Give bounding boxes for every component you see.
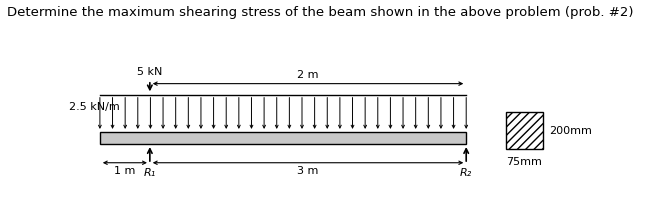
Bar — [506, 112, 543, 149]
Bar — [100, 132, 466, 144]
Text: 200mm: 200mm — [549, 126, 592, 136]
Text: R₂: R₂ — [460, 168, 472, 178]
Text: 2.5 kN/m: 2.5 kN/m — [69, 102, 120, 112]
Text: 1 m: 1 m — [114, 166, 136, 176]
Text: 3 m: 3 m — [297, 166, 319, 176]
Text: R₁: R₁ — [144, 168, 156, 178]
Text: 5 kN: 5 kN — [137, 67, 163, 77]
Text: Determine the maximum shearing stress of the beam shown in the above problem (pr: Determine the maximum shearing stress of… — [7, 6, 633, 19]
Text: 2 m: 2 m — [297, 70, 319, 80]
Text: 75mm: 75mm — [506, 157, 542, 167]
